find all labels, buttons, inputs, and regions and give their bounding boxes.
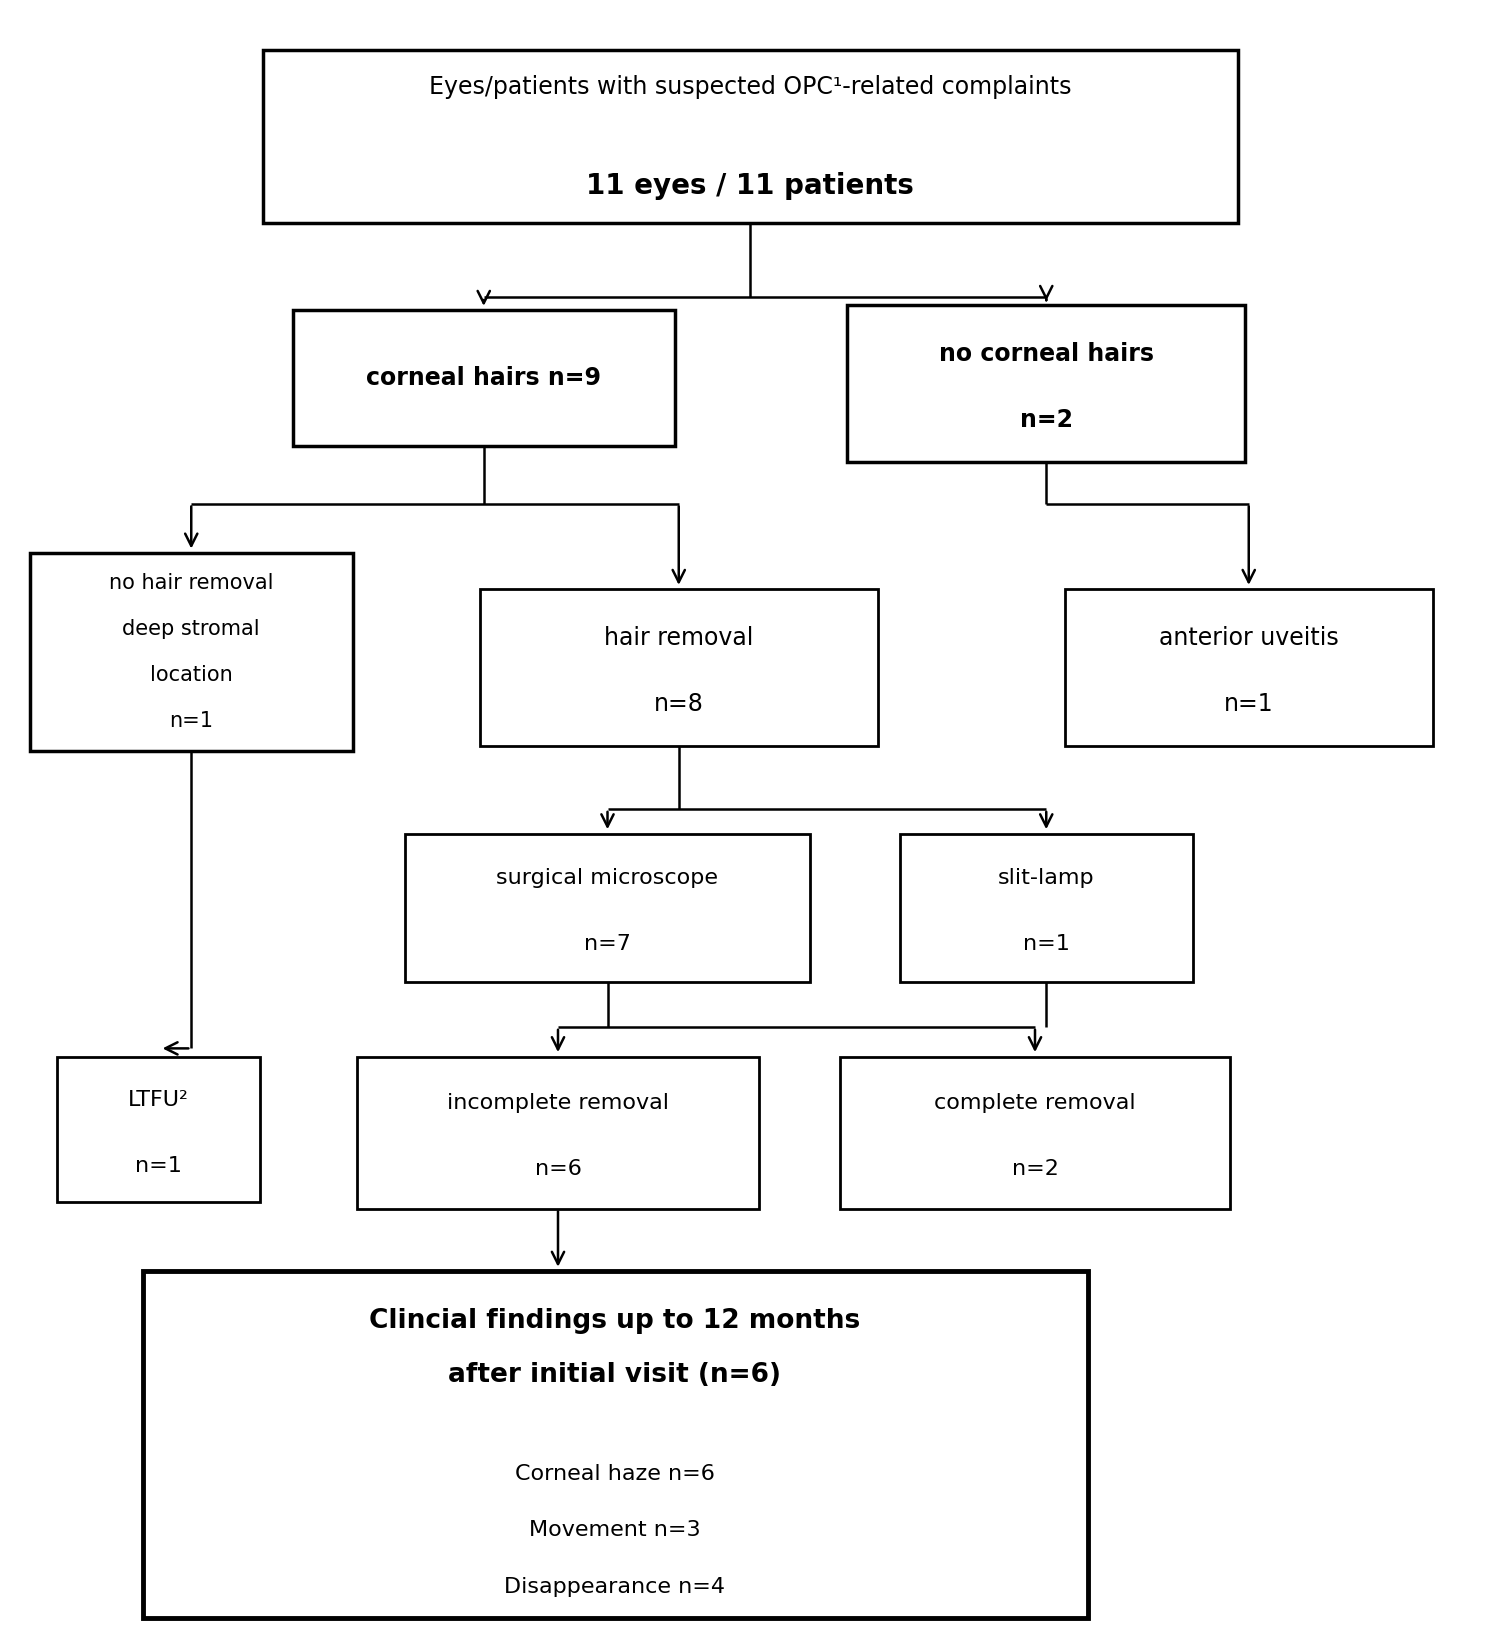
Bar xyxy=(405,834,810,982)
Text: Eyes/patients with suspected OPC¹-related complaints: Eyes/patients with suspected OPC¹-relate… xyxy=(429,74,1071,99)
Text: n=1: n=1 xyxy=(1224,692,1274,717)
Bar xyxy=(57,1057,260,1202)
Text: location: location xyxy=(150,665,232,685)
Text: LTFU²: LTFU² xyxy=(128,1090,189,1109)
Text: incomplete removal: incomplete removal xyxy=(447,1093,669,1113)
Text: Corneal haze n=6: Corneal haze n=6 xyxy=(514,1464,715,1484)
Text: complete removal: complete removal xyxy=(934,1093,1136,1113)
Bar xyxy=(900,834,1192,982)
Text: 11 eyes / 11 patients: 11 eyes / 11 patients xyxy=(586,172,914,200)
Bar xyxy=(262,50,1238,223)
Bar xyxy=(30,553,352,751)
Text: n=1: n=1 xyxy=(135,1156,182,1176)
Text: hair removal: hair removal xyxy=(604,626,753,650)
Bar xyxy=(480,589,878,746)
Text: n=2: n=2 xyxy=(1011,1159,1059,1179)
Bar xyxy=(847,305,1245,462)
Text: after initial visit (n=6): after initial visit (n=6) xyxy=(448,1362,782,1388)
Text: n=7: n=7 xyxy=(584,934,632,954)
Text: slit-lamp: slit-lamp xyxy=(998,868,1095,888)
Text: n=2: n=2 xyxy=(1020,408,1072,433)
Text: Movement n=3: Movement n=3 xyxy=(530,1521,700,1540)
Bar xyxy=(840,1057,1230,1209)
Text: n=8: n=8 xyxy=(654,692,704,717)
Bar xyxy=(292,310,675,446)
Text: no hair removal: no hair removal xyxy=(110,573,273,593)
Text: no corneal hairs: no corneal hairs xyxy=(939,342,1154,367)
Text: surgical microscope: surgical microscope xyxy=(496,868,718,888)
Text: n=6: n=6 xyxy=(534,1159,582,1179)
Text: Clincial findings up to 12 months: Clincial findings up to 12 months xyxy=(369,1308,861,1334)
Bar xyxy=(357,1057,759,1209)
Text: n=1: n=1 xyxy=(1023,934,1070,954)
Text: corneal hairs n=9: corneal hairs n=9 xyxy=(366,367,602,390)
Bar xyxy=(1065,589,1432,746)
Text: deep stromal: deep stromal xyxy=(123,619,260,639)
Bar xyxy=(142,1271,1088,1618)
Text: n=1: n=1 xyxy=(170,712,213,731)
Text: Disappearance n=4: Disappearance n=4 xyxy=(504,1577,726,1597)
Text: anterior uveitis: anterior uveitis xyxy=(1160,626,1338,650)
